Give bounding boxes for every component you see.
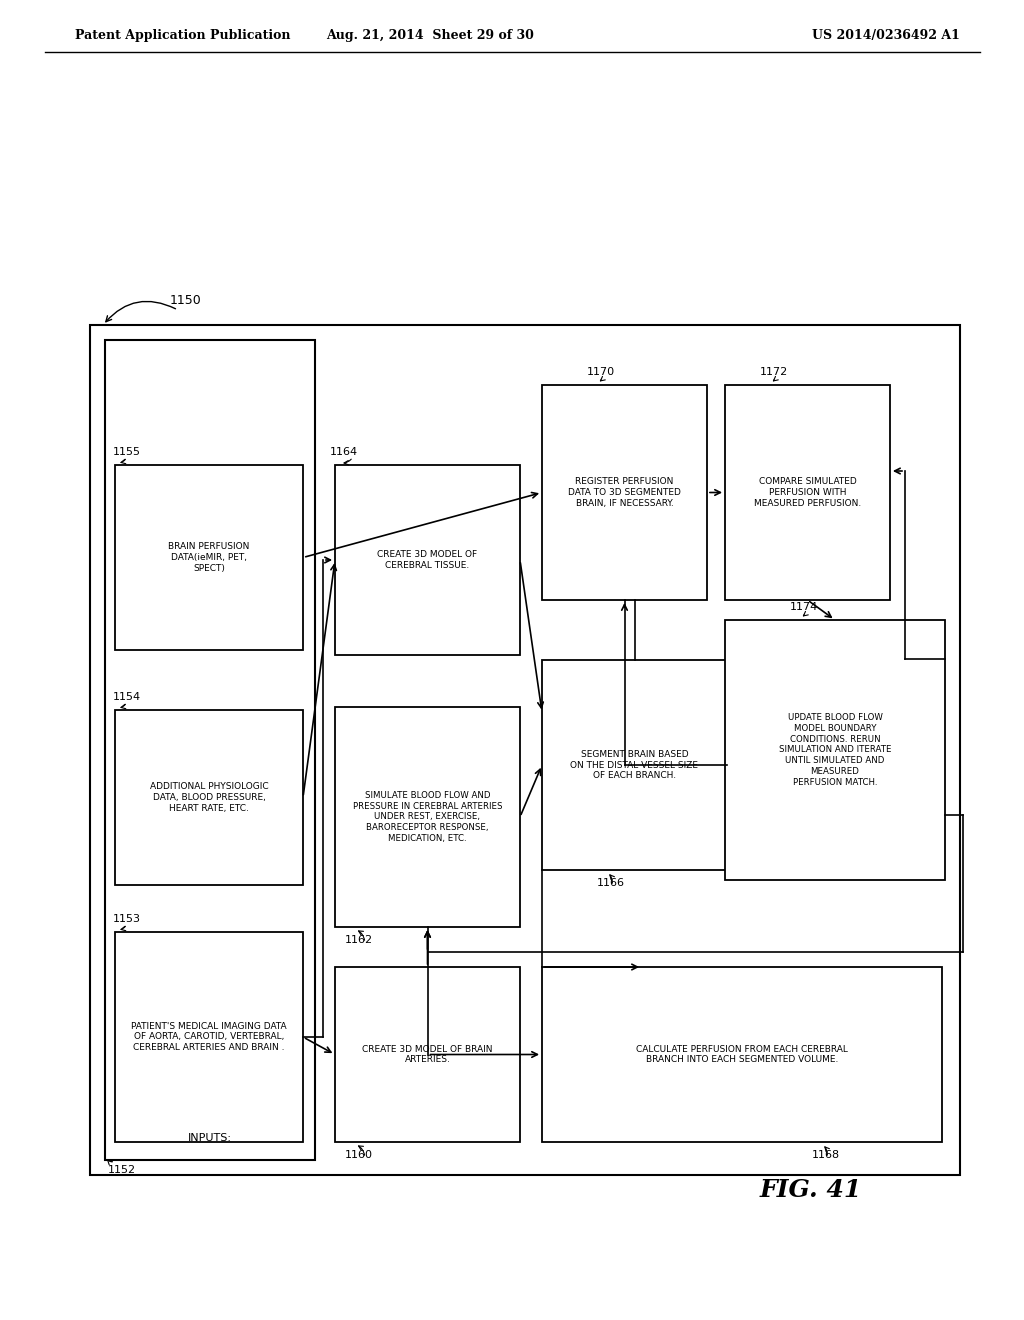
Text: US 2014/0236492 A1: US 2014/0236492 A1 <box>812 29 961 41</box>
Text: SEGMENT BRAIN BASED
ON THE DISTAL VESSEL SIZE
OF EACH BRANCH.: SEGMENT BRAIN BASED ON THE DISTAL VESSEL… <box>570 750 698 780</box>
Text: 1174: 1174 <box>790 602 818 612</box>
Text: 1150: 1150 <box>170 294 202 308</box>
Text: REGISTER PERFUSION
DATA TO 3D SEGMENTED
BRAIN, IF NECESSARY.: REGISTER PERFUSION DATA TO 3D SEGMENTED … <box>568 478 681 508</box>
Text: CREATE 3D MODEL OF
CEREBRAL TISSUE.: CREATE 3D MODEL OF CEREBRAL TISSUE. <box>378 550 477 570</box>
Bar <box>335 465 520 655</box>
Bar <box>115 710 303 884</box>
Text: 1155: 1155 <box>113 447 141 457</box>
Bar <box>335 968 520 1142</box>
Text: 1162: 1162 <box>345 935 373 945</box>
Text: BRAIN PERFUSION
DATA(ieMIR, PET,
SPECT): BRAIN PERFUSION DATA(ieMIR, PET, SPECT) <box>168 543 250 573</box>
Text: CREATE 3D MODEL OF BRAIN
ARTERIES.: CREATE 3D MODEL OF BRAIN ARTERIES. <box>362 1044 493 1064</box>
Text: Patent Application Publication: Patent Application Publication <box>75 29 291 41</box>
Text: ADDITIONAL PHYSIOLOGIC
DATA, BLOOD PRESSURE,
HEART RATE, ETC.: ADDITIONAL PHYSIOLOGIC DATA, BLOOD PRESS… <box>150 783 268 813</box>
Text: 1164: 1164 <box>330 447 358 457</box>
Bar <box>335 708 520 927</box>
Bar <box>542 968 942 1142</box>
Text: 1160: 1160 <box>345 1150 373 1160</box>
Bar <box>105 341 315 1160</box>
Bar <box>90 325 961 1175</box>
Bar <box>725 620 945 880</box>
Bar <box>115 932 303 1142</box>
Text: 1166: 1166 <box>597 878 625 888</box>
Text: INPUTS:: INPUTS: <box>188 1133 232 1143</box>
Text: SIMULATE BLOOD FLOW AND
PRESSURE IN CEREBRAL ARTERIES
UNDER REST, EXERCISE,
BARO: SIMULATE BLOOD FLOW AND PRESSURE IN CERE… <box>352 791 502 843</box>
Bar <box>542 660 727 870</box>
Bar <box>115 465 303 649</box>
Text: Aug. 21, 2014  Sheet 29 of 30: Aug. 21, 2014 Sheet 29 of 30 <box>326 29 534 41</box>
Bar <box>725 385 890 601</box>
Text: 1170: 1170 <box>587 367 615 378</box>
Text: UPDATE BLOOD FLOW
MODEL BOUNDARY
CONDITIONS. RERUN
SIMULATION AND ITERATE
UNTIL : UPDATE BLOOD FLOW MODEL BOUNDARY CONDITI… <box>778 713 891 787</box>
Text: 1154: 1154 <box>113 692 141 702</box>
Text: CALCULATE PERFUSION FROM EACH CEREBRAL
BRANCH INTO EACH SEGMENTED VOLUME.: CALCULATE PERFUSION FROM EACH CEREBRAL B… <box>636 1044 848 1064</box>
Text: 1172: 1172 <box>760 367 788 378</box>
Text: 1152: 1152 <box>108 1166 136 1175</box>
Bar <box>542 385 707 601</box>
Text: PATIENT'S MEDICAL IMAGING DATA
OF AORTA, CAROTID, VERTEBRAL,
CEREBRAL ARTERIES A: PATIENT'S MEDICAL IMAGING DATA OF AORTA,… <box>131 1022 287 1052</box>
Text: FIG. 41: FIG. 41 <box>760 1177 862 1203</box>
Text: COMPARE SIMULATED
PERFUSION WITH
MEASURED PERFUSION.: COMPARE SIMULATED PERFUSION WITH MEASURE… <box>754 478 861 508</box>
Text: 1153: 1153 <box>113 913 141 924</box>
Text: 1168: 1168 <box>812 1150 840 1160</box>
